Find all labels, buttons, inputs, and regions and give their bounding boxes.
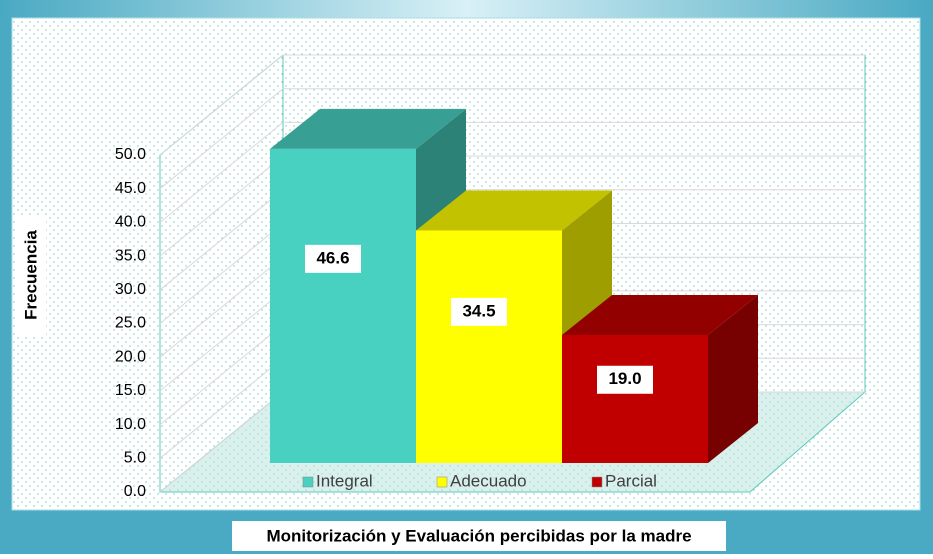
bar-top bbox=[562, 294, 758, 335]
bar-top bbox=[270, 108, 466, 149]
legend-label: Parcial bbox=[605, 471, 657, 490]
y-tick-label: 25.0 bbox=[115, 315, 146, 332]
value-label: 19.0 bbox=[608, 369, 641, 388]
bar bbox=[562, 294, 758, 463]
legend-swatch bbox=[302, 476, 314, 488]
legend-label: Integral bbox=[316, 471, 373, 490]
bar-side bbox=[708, 294, 758, 463]
bar-front bbox=[416, 230, 562, 463]
y-tick-label: 20.0 bbox=[115, 348, 146, 365]
grid-line bbox=[159, 54, 865, 156]
y-tick-label: 45.0 bbox=[115, 180, 146, 197]
value-label: 46.6 bbox=[316, 248, 349, 267]
y-tick-label: 5.0 bbox=[124, 450, 146, 467]
frame-top bbox=[0, 0, 933, 18]
y-tick-label: 30.0 bbox=[115, 281, 146, 298]
value-label: 34.5 bbox=[462, 301, 495, 320]
bar-front bbox=[562, 334, 708, 463]
bar-front bbox=[270, 148, 416, 463]
y-tick-label: 40.0 bbox=[115, 214, 146, 231]
y-axis-label: Frecuencia bbox=[21, 230, 40, 320]
y-tick-label: 15.0 bbox=[115, 382, 146, 399]
legend-swatch bbox=[436, 476, 448, 488]
y-tick-label: 50.0 bbox=[115, 146, 146, 163]
value-label-box bbox=[451, 297, 507, 326]
y-tick-label: 0.0 bbox=[124, 483, 146, 500]
grid-line bbox=[159, 88, 865, 190]
bar-top bbox=[416, 190, 612, 231]
value-label-box bbox=[305, 244, 361, 273]
x-label-box bbox=[232, 521, 726, 551]
x-axis-label: Monitorización y Evaluación percibidas p… bbox=[266, 526, 691, 545]
legend-label: Adecuado bbox=[450, 471, 527, 490]
grid-line bbox=[159, 121, 865, 223]
y-tick-label: 35.0 bbox=[115, 247, 146, 264]
value-label-box bbox=[597, 365, 653, 394]
y-label-box bbox=[16, 215, 46, 335]
legend-swatch bbox=[591, 476, 603, 488]
y-tick-label: 10.0 bbox=[115, 416, 146, 433]
